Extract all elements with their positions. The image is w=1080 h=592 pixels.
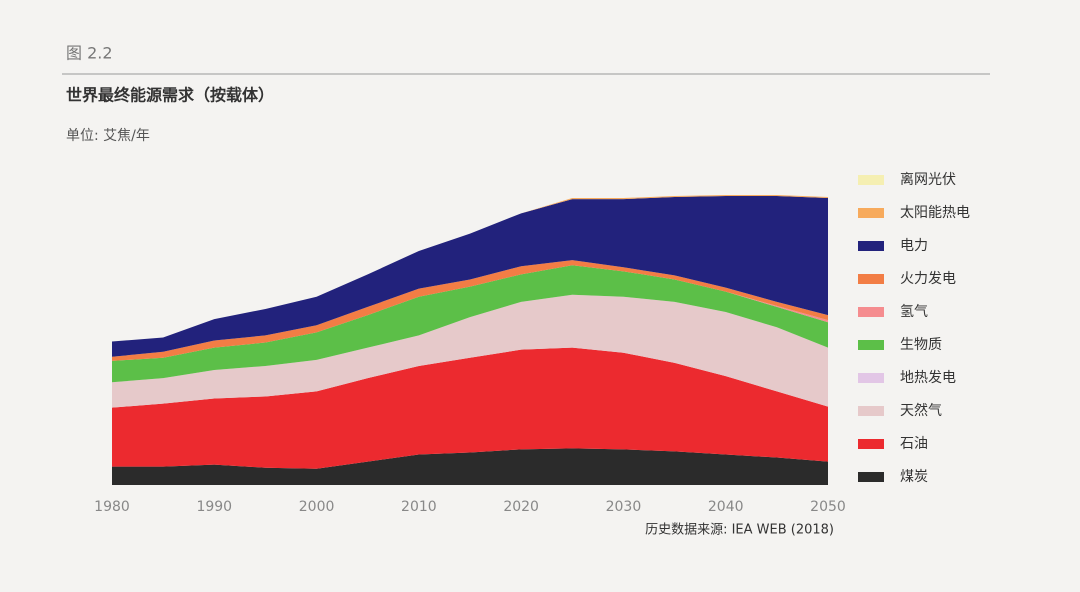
legend-swatch (858, 307, 884, 317)
legend-label: 石油 (900, 436, 928, 452)
legend-label: 地热发电 (900, 370, 956, 386)
legend-swatch (858, 373, 884, 383)
area (112, 196, 828, 357)
x-tick-label: 2050 (810, 499, 846, 515)
legend-label: 氢气 (900, 304, 928, 320)
legend-swatch (858, 175, 884, 185)
legend-swatch (858, 208, 884, 218)
legend-swatch (858, 340, 884, 350)
x-tick-label: 2030 (606, 499, 642, 515)
x-tick-label: 1980 (94, 499, 130, 515)
area (112, 347, 828, 469)
chart-title: 世界最终能源需求（按载体） (66, 86, 274, 105)
area (112, 265, 828, 383)
legend-label: 太阳能热电 (900, 205, 970, 221)
area (112, 448, 828, 485)
chart-subtitle: 单位: 艾焦/年 (66, 128, 150, 144)
source-note: 历史数据来源: IEA WEB (2018) (645, 523, 834, 538)
legend-label: 煤炭 (900, 469, 928, 485)
legend-label: 天然气 (900, 402, 942, 419)
x-tick-label: 2020 (503, 499, 539, 515)
legend-swatch (858, 406, 884, 416)
legend-label: 生物质 (900, 337, 942, 353)
legend-label: 电力 (900, 238, 928, 254)
legend-swatch (858, 241, 884, 251)
legend-label: 火力发电 (900, 271, 956, 287)
x-tick-label: 2040 (708, 499, 744, 515)
area (112, 260, 828, 361)
x-tick-label: 1990 (196, 499, 232, 515)
x-tick-label: 2010 (401, 499, 437, 515)
figure-label: 图 2.2 (66, 44, 113, 63)
legend-swatch (858, 439, 884, 449)
legend-label: 离网光伏 (900, 171, 956, 188)
x-tick-label: 2000 (299, 499, 335, 515)
legend-swatch (858, 472, 884, 482)
legend-swatch (858, 274, 884, 284)
area (112, 294, 828, 408)
